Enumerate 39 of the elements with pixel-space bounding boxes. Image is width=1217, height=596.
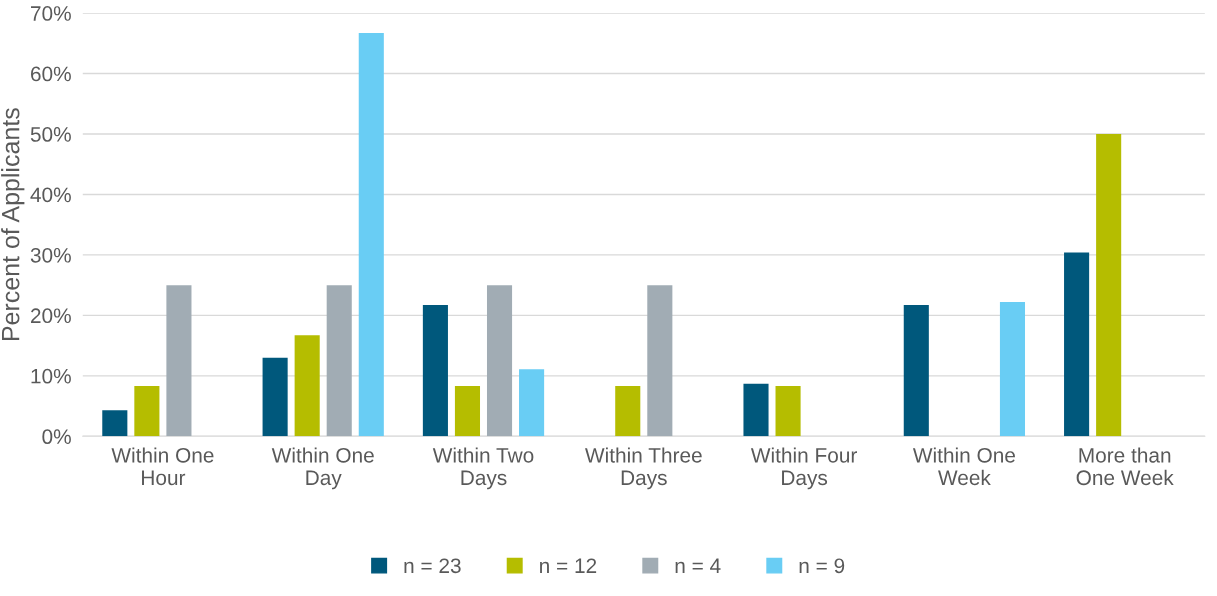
legend-label: n = 9 bbox=[799, 558, 845, 574]
bar bbox=[326, 285, 352, 437]
bar bbox=[486, 285, 513, 437]
legend-label: n = 23 bbox=[404, 558, 461, 574]
y-tick-label: 60% bbox=[31, 66, 71, 82]
x-tick-label: Within One Hour bbox=[111, 447, 214, 486]
y-tick-label: 70% bbox=[31, 6, 71, 21]
bar bbox=[134, 386, 160, 437]
x-tick-label: Within Three Days bbox=[585, 447, 702, 490]
legend-label: n = 4 bbox=[675, 558, 721, 573]
bar bbox=[422, 305, 448, 437]
bar bbox=[1096, 134, 1122, 437]
bar bbox=[358, 33, 384, 437]
bar bbox=[102, 410, 128, 437]
bar bbox=[743, 383, 769, 437]
x-tick-label: Within One Week bbox=[912, 447, 1015, 486]
y-tick-label: 30% bbox=[30, 247, 71, 263]
bar bbox=[615, 386, 641, 437]
bar bbox=[262, 357, 288, 437]
bar bbox=[775, 386, 801, 437]
y-tick-label: 0% bbox=[42, 429, 71, 445]
y-axis-title: Percent of Applicants bbox=[1, 108, 25, 341]
bar bbox=[294, 335, 320, 437]
bar bbox=[1064, 252, 1090, 437]
bar bbox=[519, 369, 545, 437]
bar bbox=[647, 285, 673, 437]
y-tick-label: 20% bbox=[31, 308, 71, 324]
bar bbox=[454, 386, 481, 437]
x-tick-label: Within One Day bbox=[271, 447, 374, 490]
x-tick-label: Within Two Days bbox=[432, 447, 534, 490]
x-tick-label: Within Four Days bbox=[750, 447, 857, 490]
y-tick-label: 40% bbox=[30, 187, 71, 203]
bar bbox=[999, 302, 1026, 437]
x-tick-label: More than One Week bbox=[1076, 447, 1174, 486]
y-tick-label: 50% bbox=[30, 127, 71, 142]
bar bbox=[166, 285, 192, 437]
legend-label: n = 12 bbox=[540, 558, 597, 573]
y-tick-label: 10% bbox=[31, 368, 71, 384]
bar bbox=[903, 305, 929, 437]
